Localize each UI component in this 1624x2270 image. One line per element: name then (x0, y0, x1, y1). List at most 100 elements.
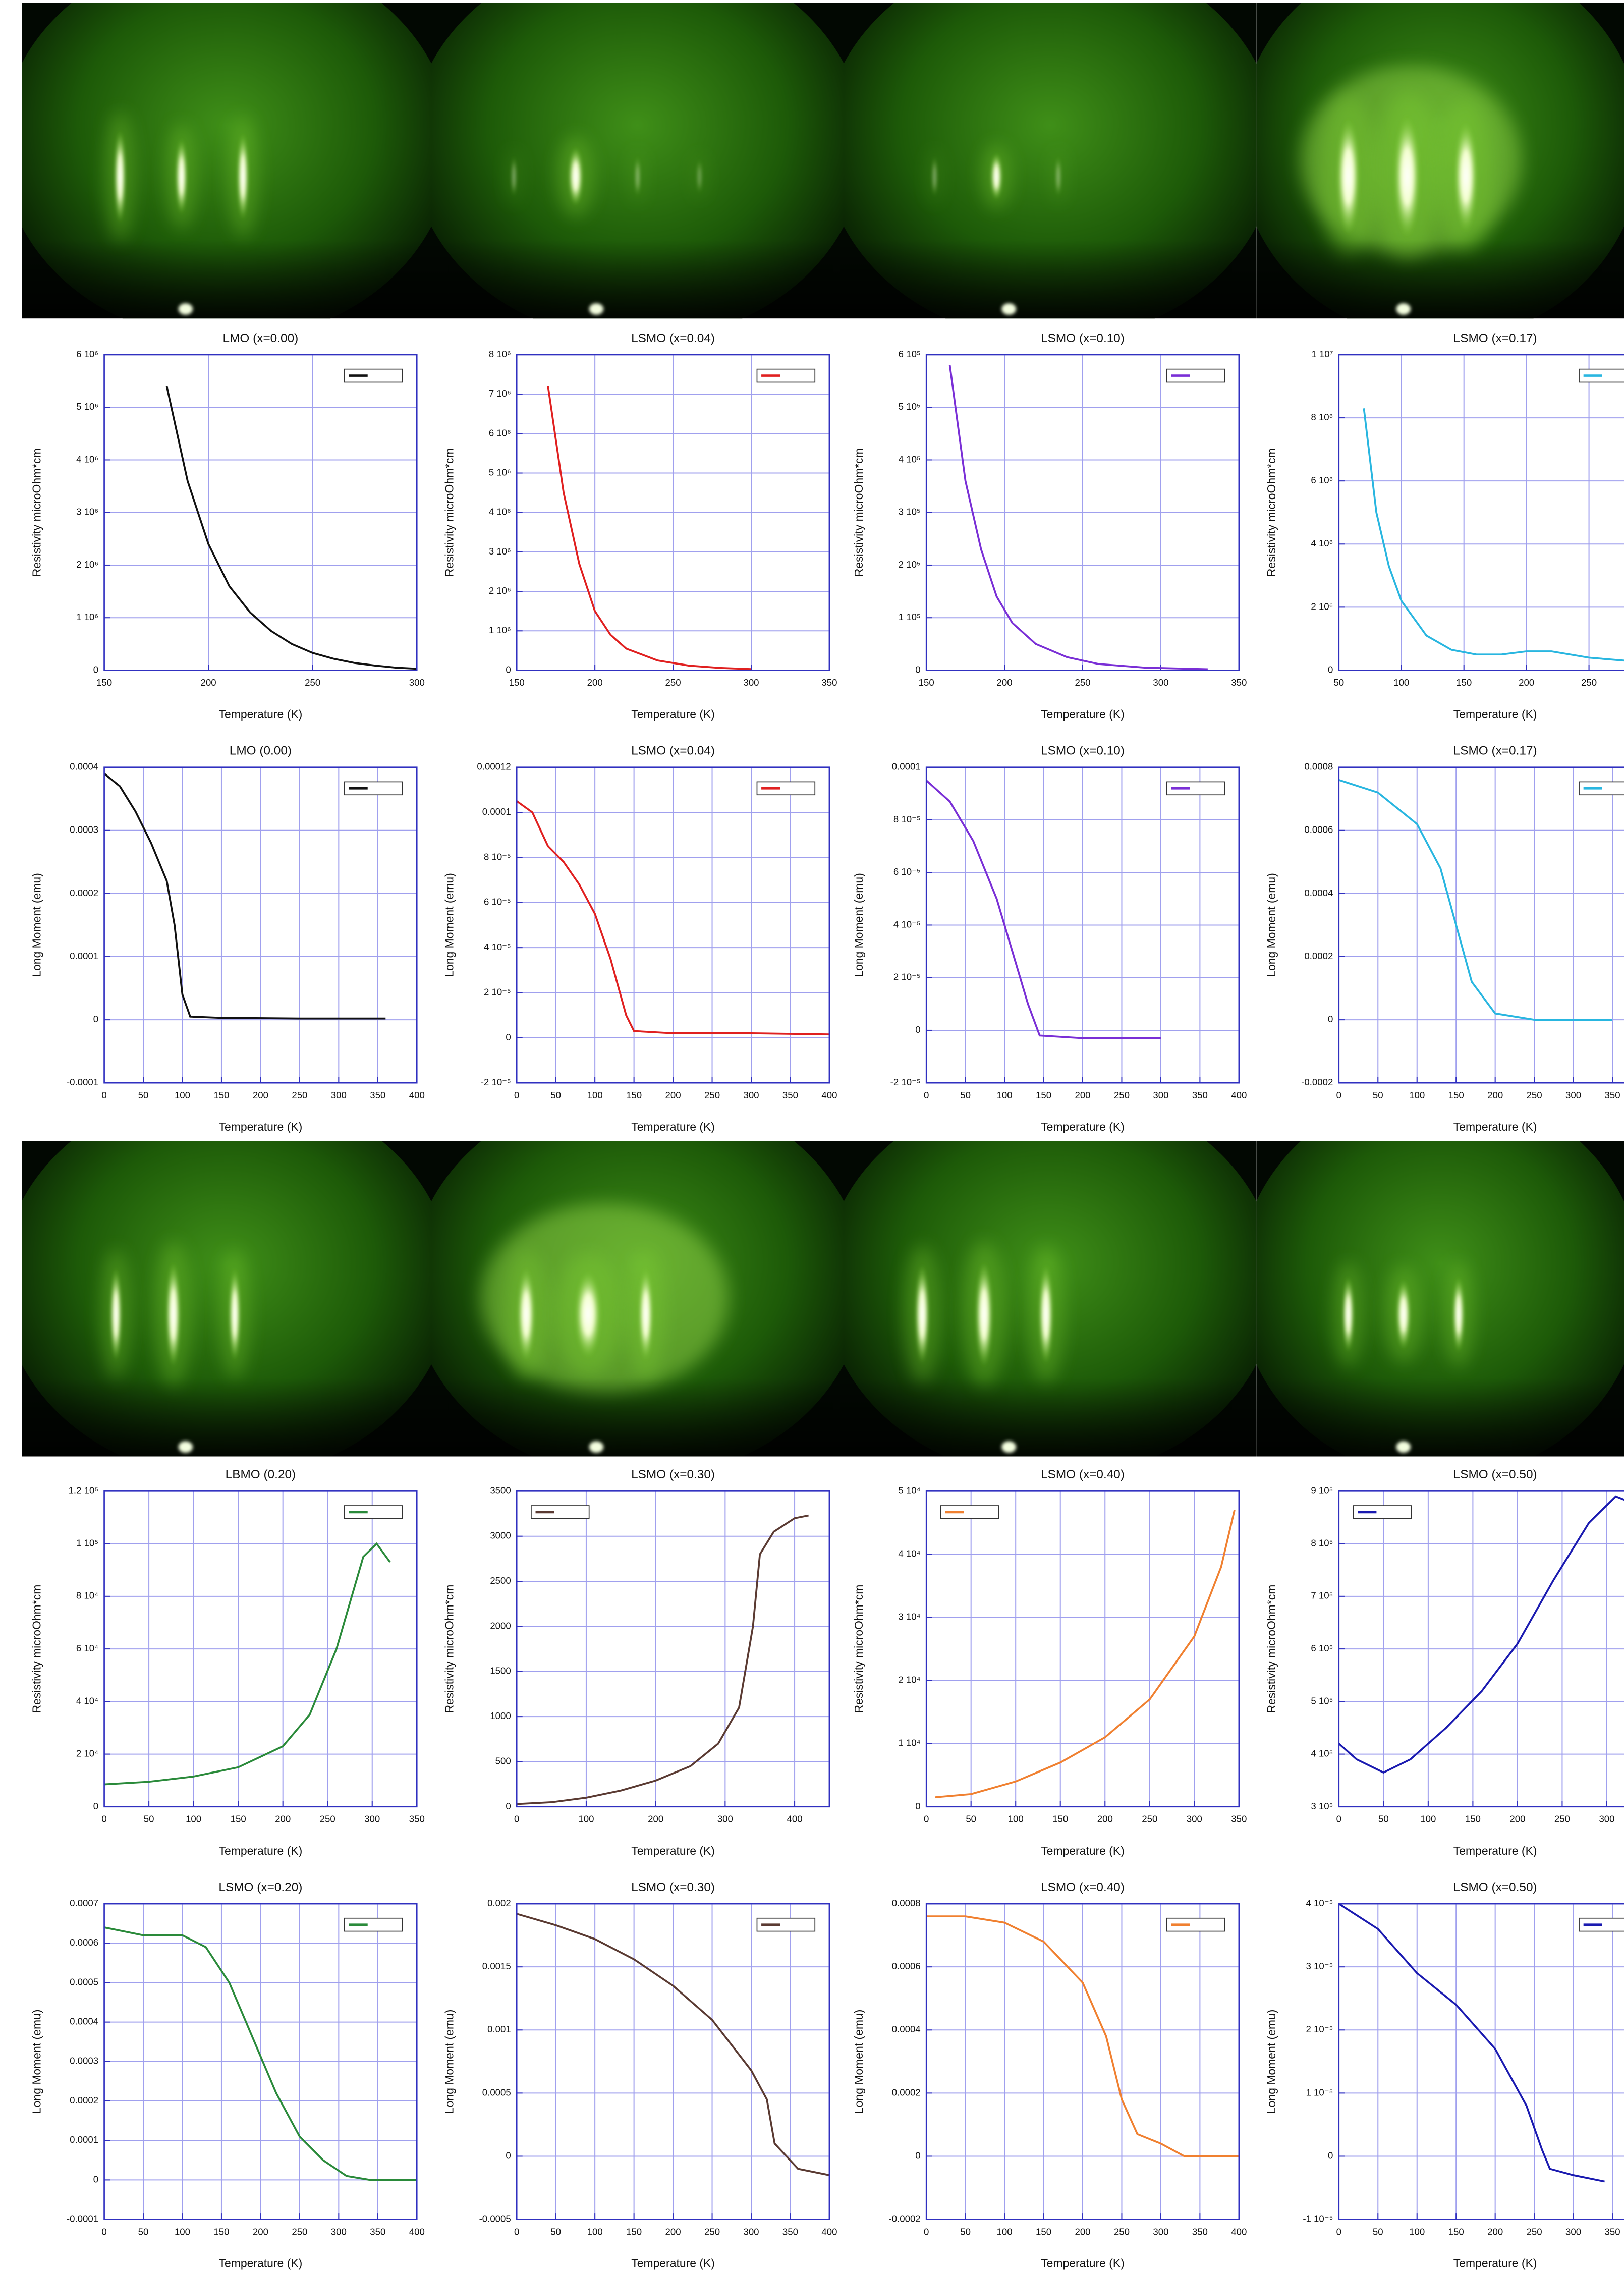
x-tick-label: 100 (587, 1090, 603, 1100)
rheed-image (1256, 3, 1624, 319)
y-tick-label: 1 10⁵ (76, 1538, 98, 1548)
plot-frame (516, 1903, 830, 2220)
rheed-image (844, 3, 1257, 319)
plot-area (1338, 1903, 1624, 2220)
rheed-shadow (844, 239, 1257, 319)
x-tick-label: 0 (101, 2226, 106, 2237)
x-tick-label: 200 (997, 677, 1013, 688)
rheed-spot (178, 303, 193, 315)
chart: 0 500 1000 1500 2000 2500 3000 3500 0 100 200 300 40… (442, 1468, 830, 1857)
y-tick-label: 2 10⁶ (1311, 601, 1333, 612)
y-tick-label: 0 (915, 664, 920, 675)
x-tick-label: 400 (409, 1090, 425, 1100)
rheed-streak (1055, 156, 1061, 197)
y-tick-label: 0.0005 (70, 1976, 98, 1987)
rheed-image (22, 3, 431, 319)
x-axis-label: Temperature (K) (1041, 707, 1125, 721)
chart-title: LSMO (x=0.40) (1041, 1468, 1125, 1481)
rheed-streak (511, 156, 517, 197)
x-tick-label: 300 (1153, 1090, 1168, 1100)
x-tick-label: 0 (1336, 2226, 1341, 2237)
y-tick-label: 2 10⁵ (899, 559, 921, 570)
rheed-content (431, 1140, 844, 1457)
y-tick-label: 0 (93, 664, 98, 675)
y-tick-label: -0.0001 (67, 1077, 98, 1087)
y-tick-label: 4 10⁶ (489, 507, 511, 517)
y-tick-label: 0 (506, 1801, 511, 1811)
x-tick-label: 400 (409, 2226, 425, 2237)
y-tick-label: 3000 (490, 1530, 511, 1541)
x-tick-label: 150 (1052, 1814, 1068, 1824)
plot-frame (103, 766, 418, 1084)
x-tick-label: 100 (1420, 1814, 1436, 1824)
x-tick-label: 350 (1605, 1090, 1620, 1100)
rheed-streak (575, 1270, 601, 1358)
x-tick-label: 350 (782, 2226, 798, 2237)
chart: 0 1 10⁶ 2 10⁶ 3 10⁶ 4 10⁶ 5 10⁶ 6 10⁶ 7 10⁶ 8 10… (442, 331, 837, 721)
x-tick-label: 0 (1336, 1090, 1341, 1100)
y-tick-label: 1 10⁻⁵ (1306, 2087, 1333, 2097)
x-tick-label: 200 (1075, 1090, 1090, 1100)
x-tick-label: 150 (96, 677, 112, 688)
y-tick-label: 6 10⁴ (76, 1643, 98, 1653)
y-tick-label: 6 10⁻⁵ (484, 897, 511, 907)
rheed-streak (237, 133, 249, 220)
plot-frame (1338, 354, 1624, 671)
x-tick-label: 200 (648, 1814, 663, 1824)
plot-frame (516, 1490, 830, 1808)
x-axis-label: Temperature (K) (1453, 707, 1537, 721)
y-tick-label: 1 10⁷ (1311, 349, 1333, 359)
y-axis-label: Resistivity microOhm*cm (30, 1585, 43, 1713)
y-tick-label: 5 10⁶ (76, 401, 98, 412)
x-axis-label: Temperature (K) (219, 1120, 303, 1133)
x-tick-label: 150 (1465, 1814, 1481, 1824)
y-tick-label: 3 10⁵ (1311, 1801, 1333, 1811)
y-tick-label: 0.00012 (477, 761, 511, 772)
x-tick-label: 50 (1333, 677, 1344, 688)
y-tick-label: 3 10⁶ (76, 507, 98, 517)
x-tick-label: 0 (101, 1814, 106, 1824)
x-axis-label: Temperature (K) (1041, 2257, 1125, 2270)
rheed-shadow (22, 1377, 431, 1457)
data-line (104, 1926, 417, 2181)
x-tick-label: 50 (550, 2226, 561, 2237)
rheed-shadow (431, 239, 844, 319)
y-tick-label: 500 (495, 1755, 511, 1766)
plot-frame (1338, 1490, 1624, 1808)
y-tick-label: 3 10⁶ (489, 546, 511, 557)
y-tick-label: 0.0004 (1304, 888, 1333, 898)
rheed-streak (568, 147, 583, 206)
rheed-image (1256, 1140, 1624, 1457)
y-tick-label: 6 10⁶ (1311, 475, 1333, 485)
x-tick-label: 300 (1565, 1090, 1581, 1100)
y-tick-label: 4 10⁻⁵ (893, 919, 921, 929)
plot-area (926, 1490, 1240, 1807)
y-tick-label: 8 10⁻⁵ (893, 814, 921, 824)
x-axis-label: Temperature (K) (631, 1844, 715, 1857)
plot-frame (925, 1490, 1240, 1808)
x-tick-label: 250 (292, 1090, 307, 1100)
x-tick-label: 200 (1509, 1814, 1525, 1824)
data-line (517, 1514, 809, 1805)
chart-title: LSMO (x=0.50) (1453, 1880, 1537, 1894)
y-tick-label: 4 10⁻⁵ (1306, 1898, 1333, 1908)
x-tick-label: 400 (821, 2226, 837, 2237)
rheed-content (22, 1140, 431, 1457)
chart-title: LSMO (x=0.04) (631, 744, 715, 758)
x-tick-label: 150 (1448, 2226, 1464, 2237)
x-tick-label: 200 (253, 2226, 268, 2237)
rheed-shadow (1256, 1377, 1624, 1457)
y-tick-label: 3 10⁴ (898, 1611, 920, 1622)
x-tick-label: 0 (924, 1090, 929, 1100)
y-tick-label: 0.0006 (892, 1961, 921, 1971)
x-tick-label: 0 (1336, 1814, 1341, 1824)
rheed-streak (696, 159, 703, 194)
x-tick-label: 350 (409, 1814, 425, 1824)
x-tick-label: 0 (924, 1814, 929, 1824)
x-tick-label: 100 (1393, 677, 1409, 688)
y-axis-label: Resistivity microOhm*cm (1265, 448, 1278, 577)
x-tick-label: 300 (331, 2226, 347, 2237)
chart-title: LSMO (x=0.10) (1041, 331, 1125, 345)
